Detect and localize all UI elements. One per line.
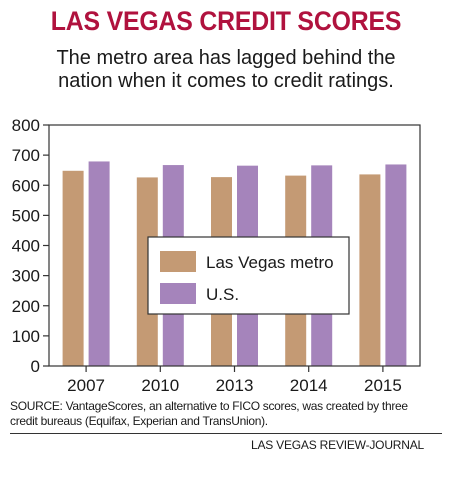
y-axis: 0 100 200 300 400 500 600 700 800 [12, 116, 49, 376]
subtitle-line-1: The metro area has lagged behind the [56, 47, 396, 69]
legend-swatch-us [160, 283, 196, 304]
y-tick-label: 300 [12, 267, 40, 286]
y-tick-label: 200 [12, 297, 40, 316]
chart-subtitle: The metro area has lagged behind the nat… [0, 47, 452, 93]
bar-las-vegas-2015 [359, 174, 381, 366]
divider [10, 433, 442, 434]
x-tick-label: 2014 [290, 376, 328, 395]
x-tick-label: 2013 [216, 376, 254, 395]
plot-frame [48, 124, 421, 367]
subtitle-line-2: nation when it comes to credit ratings. [58, 70, 394, 92]
bar-las-vegas-2010 [136, 177, 158, 366]
y-tick-label: 500 [12, 206, 40, 225]
publisher-credit: LAS VEGAS REVIEW-JOURNAL [250, 438, 424, 452]
legend-swatch-las-vegas [160, 251, 196, 272]
y-tick-label: 700 [12, 146, 40, 165]
x-tick-label: 2010 [141, 376, 179, 395]
y-tick-label: 400 [12, 237, 40, 256]
bars-group [62, 161, 407, 366]
legend: Las Vegas metro U.S. [147, 236, 350, 315]
y-tick-label: 0 [31, 357, 40, 376]
y-tick-label: 800 [12, 116, 40, 135]
x-tick-label: 2015 [364, 376, 402, 395]
legend-label-las-vegas: Las Vegas metro [206, 253, 334, 272]
legend-label-us: U.S. [206, 285, 239, 304]
x-axis: 2007 2010 2013 2014 2015 [67, 366, 402, 395]
y-tick-label: 100 [12, 327, 40, 346]
x-tick-label: 2007 [67, 376, 105, 395]
bar-us-2007 [88, 161, 110, 366]
bar-las-vegas-2007 [62, 170, 84, 366]
source-note: SOURCE: VantageScores, an alternative to… [10, 399, 408, 428]
bar-us-2015 [385, 164, 407, 366]
chart-title: LAS VEGAS CREDIT SCORES [50, 6, 402, 36]
y-tick-label: 600 [12, 176, 40, 195]
